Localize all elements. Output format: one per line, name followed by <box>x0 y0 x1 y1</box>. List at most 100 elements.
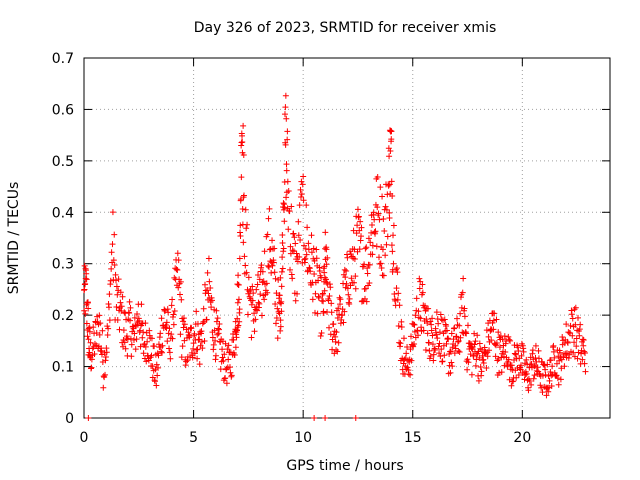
data-point <box>463 330 470 337</box>
data-point <box>332 338 339 345</box>
data-point <box>96 312 103 319</box>
data-point <box>485 333 492 340</box>
data-point <box>542 366 549 373</box>
data-point <box>151 343 158 350</box>
data-point <box>278 283 285 290</box>
data-point <box>575 314 582 321</box>
data-point <box>190 340 197 347</box>
chart-title: Day 326 of 2023, SRMTID for receiver xmi… <box>194 20 497 36</box>
data-point <box>278 298 285 305</box>
data-point <box>283 167 290 174</box>
data-point <box>494 357 501 364</box>
data-point <box>277 323 284 330</box>
data-point <box>272 320 279 327</box>
data-point <box>383 241 390 248</box>
data-point <box>173 266 180 273</box>
data-point <box>313 255 320 262</box>
data-point <box>505 333 512 340</box>
data-point <box>505 356 512 363</box>
data-point <box>239 206 246 213</box>
data-point <box>405 371 412 378</box>
data-point <box>388 242 395 249</box>
data-point <box>490 317 497 324</box>
data-point <box>178 354 185 361</box>
data-point <box>386 153 393 160</box>
data-point <box>302 255 309 262</box>
data-point <box>243 225 250 232</box>
data-point <box>303 202 310 209</box>
data-point <box>296 253 303 260</box>
x-tick-label: 5 <box>189 430 198 446</box>
data-point <box>256 300 263 307</box>
data-point <box>278 268 285 275</box>
data-point <box>523 356 530 363</box>
data-point <box>353 230 360 237</box>
data-point <box>317 332 324 339</box>
data-point <box>488 337 495 344</box>
data-point <box>539 372 546 379</box>
data-point <box>149 363 156 370</box>
data-point <box>198 338 205 345</box>
data-point <box>365 282 372 289</box>
data-point <box>261 296 268 303</box>
data-point <box>131 314 138 321</box>
data-point <box>180 324 187 331</box>
data-point <box>234 299 241 306</box>
data-point <box>468 344 475 351</box>
data-point <box>341 308 348 315</box>
data-point <box>574 355 581 362</box>
data-point <box>234 315 241 322</box>
data-point <box>294 290 301 297</box>
data-point <box>343 268 350 275</box>
data-point <box>581 348 588 355</box>
data-point <box>492 353 499 360</box>
data-point <box>128 341 135 348</box>
data-point <box>102 371 109 378</box>
data-point <box>109 241 116 248</box>
data-point <box>341 266 348 273</box>
data-point <box>228 372 235 379</box>
data-point <box>352 415 359 421</box>
data-point <box>84 299 91 306</box>
data-point <box>415 308 422 315</box>
y-tick-label: 0.1 <box>52 360 74 376</box>
data-point <box>367 239 374 246</box>
data-point <box>112 277 119 284</box>
data-point <box>140 350 147 357</box>
data-point <box>529 347 536 354</box>
data-point <box>495 356 502 363</box>
data-point <box>277 327 284 334</box>
data-point <box>244 221 251 228</box>
data-point <box>336 294 343 301</box>
data-point <box>170 321 177 328</box>
y-tick-label: 0.5 <box>52 154 74 170</box>
data-point <box>122 345 129 352</box>
data-point <box>423 316 430 323</box>
data-point <box>206 278 213 285</box>
data-point <box>385 145 392 152</box>
data-point <box>576 332 583 339</box>
data-point <box>328 300 335 307</box>
data-point <box>240 192 247 199</box>
data-point <box>231 352 238 359</box>
data-point <box>87 339 94 346</box>
data-point <box>387 147 394 154</box>
data-point <box>328 309 335 316</box>
data-point <box>453 334 460 341</box>
data-point <box>456 322 463 329</box>
data-point <box>235 272 242 279</box>
data-point <box>407 346 414 353</box>
data-point <box>322 276 329 283</box>
data-point <box>543 392 550 399</box>
data-point <box>203 316 210 323</box>
data-point <box>239 132 246 139</box>
data-point <box>213 307 220 314</box>
data-point <box>84 333 91 340</box>
data-point <box>511 356 518 363</box>
data-point <box>285 226 292 233</box>
data-point <box>496 344 503 351</box>
data-point <box>128 353 135 360</box>
data-point <box>117 299 124 306</box>
data-point <box>377 184 384 191</box>
data-point <box>242 262 249 269</box>
